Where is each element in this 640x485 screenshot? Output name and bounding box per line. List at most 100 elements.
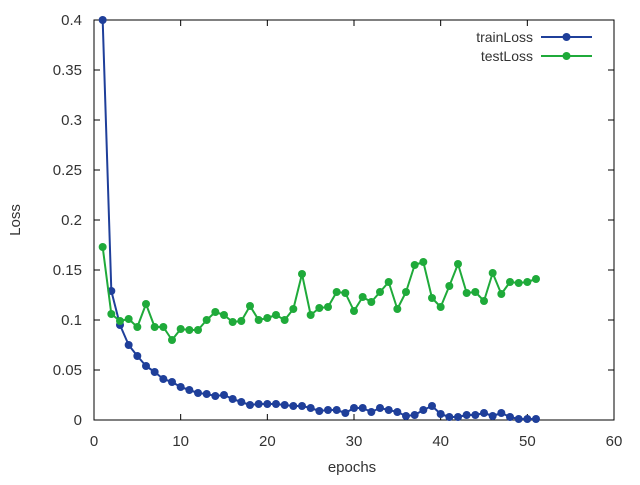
data-point-testLoss — [332, 288, 341, 296]
x-tick-label: 60 — [606, 433, 623, 450]
series-line-trainLoss — [101, 19, 536, 420]
data-point-trainLoss — [506, 413, 514, 421]
data-point-testLoss — [471, 288, 480, 296]
data-point-testLoss — [488, 269, 497, 277]
data-point-trainLoss — [523, 415, 532, 423]
data-point-testLoss — [142, 300, 150, 308]
data-point-trainLoss — [254, 400, 263, 408]
series-layer — [98, 16, 540, 423]
data-point-trainLoss — [133, 352, 142, 360]
data-point-trainLoss — [124, 341, 133, 349]
data-point-testLoss — [419, 258, 428, 266]
data-point-trainLoss — [315, 407, 324, 415]
data-point-trainLoss — [497, 409, 506, 417]
data-point-testLoss — [436, 303, 445, 311]
data-point-trainLoss — [367, 408, 376, 416]
data-point-trainLoss — [462, 411, 471, 419]
data-point-trainLoss — [263, 400, 272, 408]
data-point-trainLoss — [393, 408, 402, 416]
y-tick-label: 0.2 — [61, 212, 82, 229]
x-tick-label: 20 — [259, 433, 276, 450]
legend-label-testLoss: testLoss — [481, 48, 533, 64]
data-point-trainLoss — [237, 398, 246, 406]
data-point-trainLoss — [98, 16, 107, 24]
y-axis-ticks: 0 0.05 0.1 0.15 0.2 0.25 0.3 0.35 0.4 — [53, 12, 614, 429]
data-point-trainLoss — [228, 395, 237, 403]
legend-label-trainLoss: trainLoss — [476, 29, 533, 45]
data-point-trainLoss — [246, 401, 254, 409]
data-point-testLoss — [263, 314, 272, 322]
x-tick-label: 40 — [432, 433, 449, 450]
x-axis-ticks: 0 10 20 30 40 50 60 — [90, 20, 623, 450]
data-point-trainLoss — [150, 368, 159, 376]
x-tick-label: 0 — [90, 433, 98, 450]
data-point-trainLoss — [532, 415, 540, 423]
data-point-trainLoss — [358, 404, 367, 412]
data-point-testLoss — [506, 278, 514, 286]
data-point-trainLoss — [289, 402, 298, 410]
data-point-trainLoss — [488, 412, 497, 420]
data-point-testLoss — [280, 316, 289, 324]
data-point-testLoss — [358, 293, 367, 301]
x-axis-label: epochs — [328, 459, 376, 476]
data-point-testLoss — [445, 282, 454, 290]
y-tick-label: 0.3 — [61, 112, 82, 129]
data-point-testLoss — [480, 297, 488, 305]
data-point-trainLoss — [298, 402, 306, 410]
data-point-trainLoss — [384, 406, 393, 414]
data-point-testLoss — [315, 304, 324, 312]
data-point-testLoss — [393, 305, 402, 313]
data-point-trainLoss — [402, 412, 410, 420]
data-point-testLoss — [246, 302, 254, 310]
data-point-testLoss — [462, 289, 471, 297]
y-tick-label: 0.25 — [53, 162, 82, 179]
data-point-trainLoss — [280, 401, 289, 409]
data-point-trainLoss — [332, 406, 341, 414]
data-point-trainLoss — [350, 404, 358, 412]
data-point-trainLoss — [419, 406, 428, 414]
data-point-trainLoss — [428, 402, 436, 410]
data-point-testLoss — [289, 305, 298, 313]
data-point-trainLoss — [185, 386, 194, 394]
y-tick-label: 0.15 — [53, 262, 82, 279]
data-point-trainLoss — [471, 411, 480, 419]
data-point-testLoss — [150, 323, 159, 331]
data-point-trainLoss — [454, 413, 462, 421]
data-point-trainLoss — [324, 406, 332, 414]
data-point-testLoss — [367, 298, 376, 306]
plot-frame — [93, 19, 615, 421]
data-point-testLoss — [428, 294, 436, 302]
data-point-trainLoss — [211, 392, 220, 400]
data-point-trainLoss — [159, 375, 168, 383]
data-point-trainLoss — [202, 390, 211, 398]
data-point-testLoss — [133, 323, 142, 331]
data-point-testLoss — [402, 288, 410, 296]
data-point-trainLoss — [514, 415, 523, 423]
data-point-testLoss — [341, 289, 350, 297]
data-point-testLoss — [384, 278, 393, 286]
series-line-testLoss — [101, 246, 537, 341]
data-point-testLoss — [306, 311, 315, 319]
data-point-testLoss — [202, 316, 211, 324]
data-point-testLoss — [523, 278, 532, 286]
data-point-trainLoss — [436, 410, 445, 418]
x-tick-label: 50 — [519, 433, 536, 450]
data-point-testLoss — [185, 326, 194, 334]
y-tick-label: 0.4 — [61, 12, 82, 29]
data-point-trainLoss — [445, 413, 454, 421]
y-tick-label: 0.1 — [61, 312, 82, 329]
data-point-testLoss — [497, 290, 506, 298]
data-point-testLoss — [298, 270, 306, 278]
data-point-trainLoss — [376, 404, 384, 412]
data-point-testLoss — [194, 326, 202, 334]
data-point-testLoss — [228, 318, 237, 326]
data-point-testLoss — [532, 275, 540, 283]
data-point-trainLoss — [306, 404, 315, 412]
data-point-trainLoss — [341, 409, 350, 417]
data-point-testLoss — [98, 243, 107, 251]
data-point-trainLoss — [410, 411, 419, 419]
data-point-testLoss — [168, 336, 176, 344]
data-point-testLoss — [410, 261, 419, 269]
data-point-testLoss — [350, 307, 358, 315]
data-point-testLoss — [124, 315, 133, 323]
